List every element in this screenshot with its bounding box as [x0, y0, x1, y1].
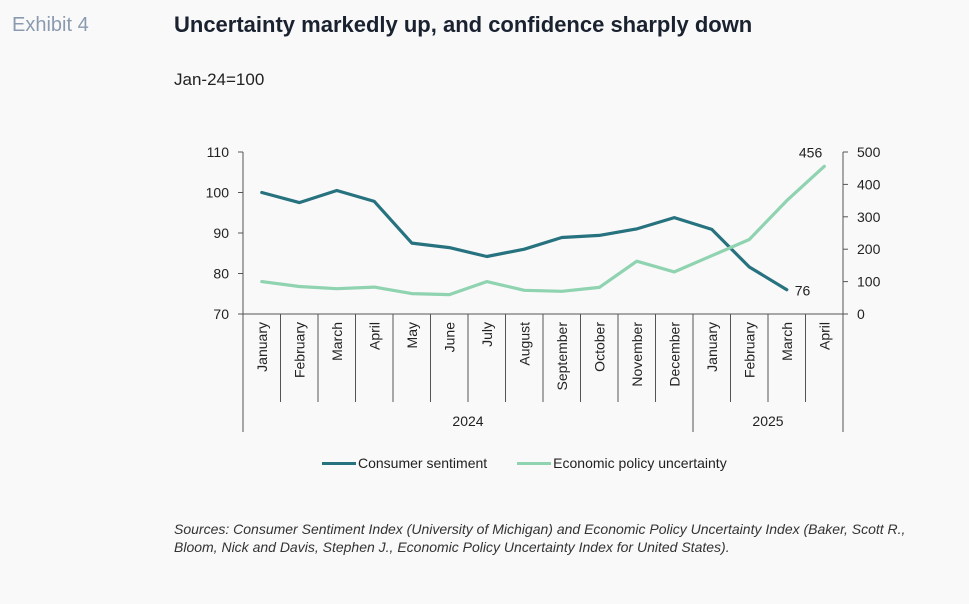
legend-label-uncertainty: Economic policy uncertainty: [553, 455, 727, 471]
legend-label-sentiment: Consumer sentiment: [358, 455, 488, 471]
x-tick-label: April: [816, 322, 832, 350]
x-tick-label: April: [366, 322, 382, 350]
y-left-tick-label: 110: [207, 144, 230, 160]
legend-swatch-uncertainty: [517, 461, 552, 465]
x-tick-label: February: [291, 322, 307, 378]
y-left-tick-label: 70: [213, 306, 229, 322]
data-label-sentiment-last: 76: [795, 283, 811, 299]
x-tick-label: May: [404, 322, 420, 348]
x-tick-label: February: [741, 322, 757, 378]
x-tick-label: August: [516, 322, 532, 366]
y-right-tick-label: 0: [857, 306, 865, 322]
x-tick-label: January: [254, 322, 270, 372]
legend-item-sentiment: Consumer sentiment: [322, 455, 487, 471]
x-tick-label: October: [591, 322, 607, 372]
x-tick-label: June: [441, 322, 457, 353]
y-left-tick-label: 100: [206, 185, 230, 201]
x-tick-label: March: [329, 322, 345, 361]
y-right-tick-label: 200: [857, 241, 881, 257]
x-tick-label: January: [704, 322, 720, 372]
series-line-sentiment: [260, 188, 789, 292]
x-tick-label: December: [666, 322, 682, 387]
y-right-tick-label: 100: [857, 274, 881, 290]
legend-swatch-sentiment: [322, 461, 356, 465]
x-tick-label: November: [629, 322, 645, 387]
x-tick-label: September: [554, 322, 570, 391]
y-right-tick-label: 400: [857, 176, 881, 192]
chart-title: Uncertainty markedly up, and confidence …: [174, 12, 753, 37]
x-year-label: 2024: [452, 413, 483, 429]
y-right-tick-label: 500: [857, 144, 881, 160]
x-year-label: 2025: [752, 413, 783, 429]
y-right-tick-label: 300: [857, 209, 881, 225]
x-tick-label: July: [479, 322, 495, 347]
y-left-tick-label: 80: [213, 266, 229, 282]
exhibit-label: Exhibit 4: [12, 14, 89, 36]
chart-subtitle: Jan-24=100: [174, 70, 265, 89]
legend-item-uncertainty: Economic policy uncertainty: [517, 455, 727, 471]
series-line-uncertainty: [260, 164, 826, 297]
data-label-uncertainty-last: 456: [799, 144, 823, 160]
y-left-tick-label: 90: [213, 225, 229, 241]
x-tick-label: March: [779, 322, 795, 361]
legend: Consumer sentiment Economic policy uncer…: [322, 455, 757, 471]
sources-note: Sources: Consumer Sentiment Index (Unive…: [174, 521, 906, 555]
